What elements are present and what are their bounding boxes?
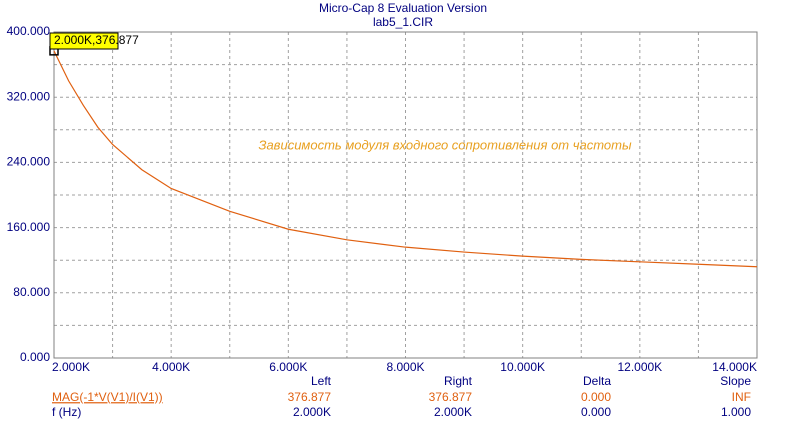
x-tick-label: 2.000K xyxy=(52,360,90,374)
readout-cell: INF xyxy=(732,390,751,404)
chart-title: Micro-Cap 8 Evaluation Version xyxy=(319,1,487,15)
readout-cell: 2.000K xyxy=(434,405,472,419)
readout-row-label: f (Hz) xyxy=(52,405,81,419)
x-tick-label: 10.000K xyxy=(500,360,545,374)
plot-frame xyxy=(53,31,758,359)
readout-cell: 376.877 xyxy=(288,390,332,404)
readout-header: Left xyxy=(311,374,332,388)
x-tick-label: 8.000K xyxy=(386,360,424,374)
readout-header: Right xyxy=(444,374,473,388)
x-tick-label: 4.000K xyxy=(152,360,190,374)
x-tick-label: 6.000K xyxy=(269,360,307,374)
cursor-label-box xyxy=(49,32,119,50)
readout-cell: 2.000K xyxy=(293,405,331,419)
annotation: Зависимость модуля входного сопротивлени… xyxy=(258,137,631,152)
readout-cell: 0.000 xyxy=(581,390,611,404)
y-tick-label: 320.000 xyxy=(7,89,51,103)
readout-row-label: MAG(-1*V(V1)/I(V1)) xyxy=(52,390,163,404)
y-tick-label: 160.000 xyxy=(7,220,51,234)
readout-header: Delta xyxy=(583,374,611,388)
x-tick-label: 14.000K xyxy=(712,360,757,374)
line-series xyxy=(53,50,758,268)
readout-cell: 376.877 xyxy=(429,390,473,404)
readout-header: Slope xyxy=(720,374,751,388)
y-tick-label: 0.000 xyxy=(20,350,50,364)
y-tick-label: 400.000 xyxy=(7,24,51,38)
cursor-label: 2.000K,376.877 xyxy=(54,33,139,47)
y-tick-label: 240.000 xyxy=(7,155,51,169)
readout-cell: 1.000 xyxy=(721,405,751,419)
y-tick-label: 80.000 xyxy=(13,285,50,299)
x-tick-label: 12.000K xyxy=(617,360,662,374)
readout-cell: 0.000 xyxy=(581,405,611,419)
chart-subtitle: lab5_1.CIR xyxy=(373,15,433,29)
